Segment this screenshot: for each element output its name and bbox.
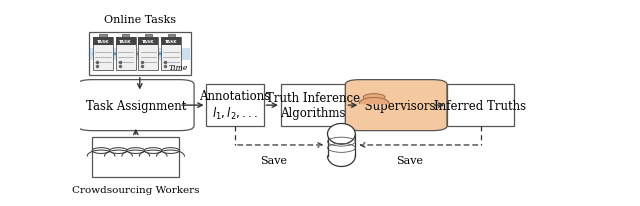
Circle shape xyxy=(364,94,385,101)
Circle shape xyxy=(127,148,145,154)
Text: TASK: TASK xyxy=(142,40,155,43)
FancyBboxPatch shape xyxy=(93,37,113,71)
FancyBboxPatch shape xyxy=(281,85,346,126)
Circle shape xyxy=(144,148,162,154)
FancyBboxPatch shape xyxy=(89,33,191,75)
Text: Task Assignment: Task Assignment xyxy=(86,99,186,112)
Text: Supervisors: Supervisors xyxy=(357,99,435,112)
Text: Crowdsourcing Workers: Crowdsourcing Workers xyxy=(72,185,200,194)
Text: TASK: TASK xyxy=(164,40,177,43)
FancyBboxPatch shape xyxy=(207,85,264,126)
FancyBboxPatch shape xyxy=(77,80,194,131)
FancyBboxPatch shape xyxy=(168,35,175,39)
Text: TASK: TASK xyxy=(97,40,109,43)
Text: Online Tasks: Online Tasks xyxy=(104,15,176,25)
Text: Save: Save xyxy=(260,155,287,165)
FancyBboxPatch shape xyxy=(447,85,514,126)
FancyBboxPatch shape xyxy=(161,37,181,71)
Bar xyxy=(328,134,355,156)
Text: Save: Save xyxy=(396,155,423,165)
Bar xyxy=(116,37,136,46)
Text: Inferred Truths: Inferred Truths xyxy=(435,99,527,112)
FancyBboxPatch shape xyxy=(99,35,106,39)
FancyBboxPatch shape xyxy=(122,35,129,39)
Text: Truth Inference
Algorithms: Truth Inference Algorithms xyxy=(266,92,360,119)
Bar xyxy=(90,48,189,61)
Circle shape xyxy=(92,148,110,154)
Circle shape xyxy=(161,148,179,154)
Bar xyxy=(138,37,159,46)
Bar xyxy=(93,37,113,46)
Text: TASK: TASK xyxy=(120,40,132,43)
FancyBboxPatch shape xyxy=(145,35,152,39)
Ellipse shape xyxy=(328,124,355,144)
FancyBboxPatch shape xyxy=(346,80,447,131)
FancyBboxPatch shape xyxy=(92,137,179,177)
Bar xyxy=(161,37,181,46)
Polygon shape xyxy=(359,98,389,104)
FancyBboxPatch shape xyxy=(116,37,136,71)
Circle shape xyxy=(109,148,127,154)
FancyBboxPatch shape xyxy=(138,37,159,71)
Text: Annotations
$l_1, l_2,...$: Annotations $l_1, l_2,...$ xyxy=(200,90,271,121)
Text: Time: Time xyxy=(169,64,188,72)
